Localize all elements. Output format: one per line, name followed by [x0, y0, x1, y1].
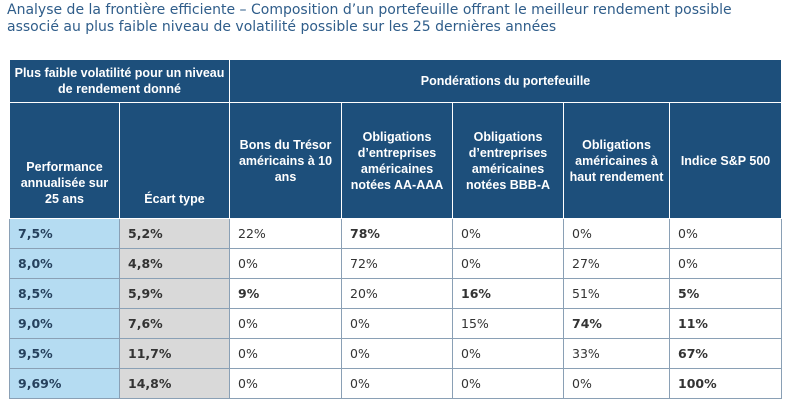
column-header-corporate-bbb-a: Obligations d’entreprises américaines no… [452, 102, 565, 219]
column-header-std-dev: Écart type [118, 102, 231, 219]
group-header-weights: Pondérations du portefeuille [229, 59, 783, 103]
performance-cell: 8,0% [9, 248, 120, 279]
weight-cell: 0% [229, 308, 343, 339]
weight-cell: 0% [563, 368, 671, 399]
performance-cell: 9,69% [9, 368, 120, 399]
weight-cell: 5% [669, 278, 783, 309]
weight-cell: 78% [341, 218, 454, 249]
weight-cell: 0% [452, 338, 565, 369]
table-row: 8,0% 4,8% 0% 72% 0% 27% 0% [9, 248, 783, 279]
title-line-2: associé au plus faible niveau de volatil… [7, 19, 557, 35]
performance-cell: 9,0% [9, 308, 120, 339]
column-header-sp500: Indice S&P 500 [669, 102, 783, 219]
efficient-frontier-table: Plus faible volatilité pour un niveau de… [8, 59, 783, 399]
std-dev-cell: 14,8% [118, 368, 231, 399]
weight-cell: 0% [229, 338, 343, 369]
weight-cell: 0% [669, 248, 783, 279]
performance-cell: 9,5% [9, 338, 120, 369]
table-row: 8,5% 5,9% 9% 20% 16% 51% 5% [9, 278, 783, 309]
table-row: 9,0% 7,6% 0% 0% 15% 74% 11% [9, 308, 783, 339]
std-dev-cell: 4,8% [118, 248, 231, 279]
table-row: 7,5% 5,2% 22% 78% 0% 0% 0% [9, 218, 783, 249]
weight-cell: 72% [341, 248, 454, 279]
performance-cell: 8,5% [9, 278, 120, 309]
weight-cell: 27% [563, 248, 671, 279]
weight-cell: 0% [669, 218, 783, 249]
weight-cell: 22% [229, 218, 343, 249]
weight-cell: 9% [229, 278, 343, 309]
title-line-1: Analyse de la frontière efficiente – Com… [7, 2, 732, 18]
column-header-corporate-aa-aaa: Obligations d’entreprises américaines no… [341, 102, 454, 219]
std-dev-cell: 7,6% [118, 308, 231, 339]
performance-cell: 7,5% [9, 218, 120, 249]
weight-cell: 0% [229, 248, 343, 279]
weight-cell: 0% [452, 368, 565, 399]
page-title: Analyse de la frontière efficiente – Com… [7, 2, 783, 36]
table-row: 9,5% 11,7% 0% 0% 0% 33% 67% [9, 338, 783, 369]
weight-cell: 67% [669, 338, 783, 369]
std-dev-cell: 5,2% [118, 218, 231, 249]
weight-cell: 0% [341, 338, 454, 369]
weight-cell: 16% [452, 278, 565, 309]
group-header-volatility: Plus faible volatilité pour un niveau de… [8, 59, 231, 103]
weight-cell: 33% [563, 338, 671, 369]
table-row: 9,69% 14,8% 0% 0% 0% 0% 100% [9, 368, 783, 399]
std-dev-cell: 5,9% [118, 278, 231, 309]
std-dev-cell: 11,7% [118, 338, 231, 369]
weight-cell: 0% [563, 218, 671, 249]
weight-cell: 15% [452, 308, 565, 339]
weight-cell: 0% [452, 248, 565, 279]
column-header-treasury-bills: Bons du Trésor américains à 10 ans [229, 102, 343, 219]
column-header-performance: Performance annualisée sur 25 ans [9, 102, 120, 219]
weight-cell: 11% [669, 308, 783, 339]
weight-cell: 74% [563, 308, 671, 339]
weight-cell: 0% [452, 218, 565, 249]
weight-cell: 0% [341, 308, 454, 339]
weight-cell: 100% [669, 368, 783, 399]
column-header-high-yield: Obligations américaines à haut rendement [563, 102, 671, 219]
weight-cell: 51% [563, 278, 671, 309]
weight-cell: 0% [341, 368, 454, 399]
weight-cell: 20% [341, 278, 454, 309]
weight-cell: 0% [229, 368, 343, 399]
